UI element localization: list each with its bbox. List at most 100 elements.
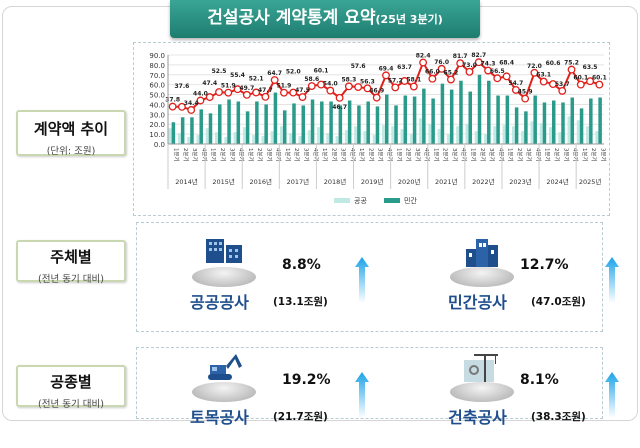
pedestal	[450, 382, 514, 402]
data-label: 52.0	[286, 69, 301, 76]
data-label: 76.0	[434, 59, 449, 66]
total-point	[549, 80, 557, 89]
x-tick-label: 1분기	[544, 148, 552, 162]
x-tick-label: 1분기	[358, 148, 366, 162]
bar-private	[570, 97, 575, 144]
bar-private	[264, 104, 268, 144]
bar-private	[190, 117, 194, 144]
bar-private	[171, 122, 176, 144]
year-label: 2018년	[324, 177, 347, 186]
stat-item: 공공공사 8.8% (13.1조원)	[137, 223, 369, 323]
bar-private	[477, 74, 482, 144]
by-type-panel: 토목공사 19.2% (21.7조원) 건축공사 8.1% (38.3조원)	[136, 347, 619, 427]
pedestal	[192, 267, 256, 287]
bar-public	[205, 128, 209, 144]
x-tick-label: 4분기	[275, 148, 283, 162]
x-tick-label: 4분기	[349, 148, 357, 162]
bar-private	[227, 99, 231, 144]
total-point	[205, 93, 214, 102]
pedestal	[450, 267, 514, 287]
contract-amount: (38.3조원)	[531, 411, 586, 423]
x-tick-label: 3분기	[599, 148, 607, 162]
year-label: 2024년	[546, 177, 569, 186]
year-label: 2015년	[212, 177, 235, 186]
bar-private	[514, 107, 519, 144]
x-tick-label: 2분기	[479, 148, 487, 162]
x-tick-label: 1분기	[321, 148, 329, 162]
data-label: 54.7	[508, 80, 523, 87]
bar-private	[403, 95, 408, 144]
data-label: 60.1	[314, 68, 329, 75]
data-label: 72.0	[527, 63, 542, 70]
total-point	[493, 74, 502, 83]
x-tick-label: 2분기	[330, 148, 338, 162]
bar-public	[354, 126, 358, 144]
x-tick-label: 3분기	[562, 148, 570, 162]
y-tick-label: 80.0	[149, 62, 165, 70]
x-tick-label: 2분기	[256, 148, 264, 162]
total-point	[215, 88, 223, 97]
x-tick-label: 3분기	[451, 148, 459, 162]
total-point	[307, 82, 316, 91]
bar-private	[180, 117, 185, 144]
y-tick-label: 10.0	[149, 131, 165, 139]
bar-public	[595, 131, 599, 144]
x-tick-label: 3분기	[488, 148, 496, 162]
arrow-up-icon	[605, 257, 619, 303]
total-point	[446, 75, 455, 84]
total-point	[298, 93, 307, 101]
data-label: 51.9	[221, 83, 236, 90]
total-point	[595, 80, 604, 89]
bar-private	[255, 101, 259, 144]
bar-private	[366, 101, 370, 144]
bar-private	[459, 80, 463, 144]
bar-private	[440, 83, 445, 144]
x-tick-label: 1분기	[173, 148, 181, 162]
y-tick-label: 70.0	[149, 72, 165, 80]
data-label: 37.6	[175, 83, 190, 90]
x-tick-label: 4분기	[386, 148, 394, 162]
x-tick-label: 2분기	[293, 148, 301, 162]
data-label: 63.7	[397, 64, 412, 71]
total-point	[168, 102, 177, 111]
x-tick-label: 3분기	[191, 148, 199, 162]
trend-unit: (단위: 조원)	[46, 146, 96, 157]
bar-private	[551, 100, 556, 144]
bar-public	[511, 126, 515, 144]
bar-public	[187, 137, 191, 144]
year-label: 2019년	[361, 177, 384, 186]
data-label: 60.1	[592, 75, 607, 82]
contract-amount: (47.0조원)	[531, 296, 586, 308]
data-label: 47.4	[202, 80, 217, 87]
total-point	[326, 86, 335, 95]
total-point	[456, 59, 465, 68]
bar-private	[598, 97, 602, 144]
bar-private	[208, 113, 213, 144]
bar-public	[465, 124, 469, 144]
bar-private	[329, 101, 333, 144]
office-buildings-icon	[204, 237, 244, 267]
data-label: 52.1	[249, 75, 264, 82]
data-label: 75.2	[564, 60, 579, 67]
data-label: 54.0	[323, 81, 338, 88]
bar-public	[493, 126, 497, 144]
x-tick-label: 2분기	[219, 148, 227, 162]
bar-public	[428, 124, 432, 144]
total-point	[567, 65, 576, 74]
data-label: 52.5	[212, 68, 227, 75]
bar-private	[292, 103, 296, 144]
total-point	[252, 88, 261, 97]
bar-private	[282, 110, 287, 144]
by-owner-panel: 공공공사 8.8% (13.1조원) 민간공사 12.7% (47.0조원)	[136, 222, 619, 332]
data-label: 47.5	[295, 87, 310, 94]
data-label: 64.7	[267, 70, 282, 77]
contract-trend-chart: 0.0 10.0 20.0 30.0 40.050.0 60.0 70.0 80.0 90.0 1…	[149, 52, 607, 205]
data-label: 74.3	[481, 61, 496, 68]
x-tick-label: 3분기	[303, 148, 311, 162]
data-label: 57.2	[388, 77, 403, 84]
legend-swatch-private	[384, 198, 400, 203]
total-point	[335, 93, 344, 102]
total-point	[196, 96, 205, 105]
bar-private	[431, 98, 435, 144]
data-label: 58.1	[406, 77, 421, 84]
